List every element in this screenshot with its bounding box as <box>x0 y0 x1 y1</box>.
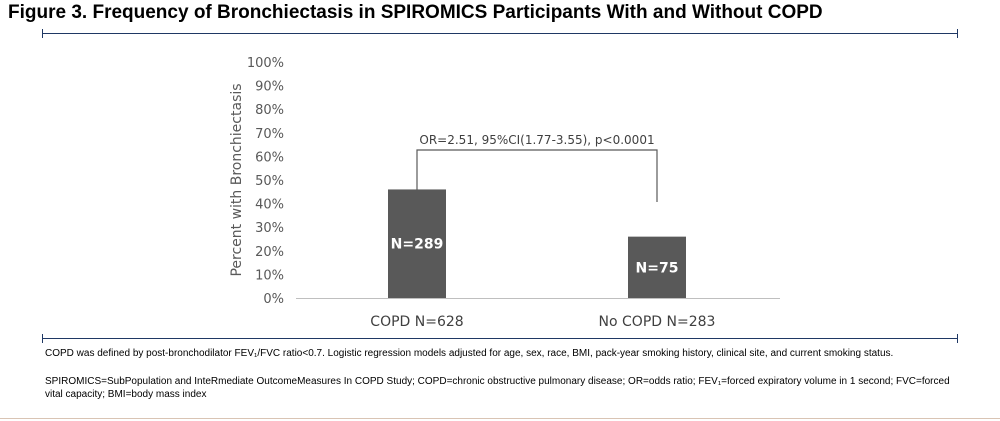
significance-bracket <box>416 149 658 202</box>
y-tick-label: 60% <box>255 150 284 165</box>
y-tick-label: 90% <box>255 80 284 95</box>
bar-label: N=75 <box>636 260 679 276</box>
page-bottom-border <box>0 418 1000 419</box>
category-label: No COPD N=283 <box>599 314 716 330</box>
y-tick-label: 20% <box>255 245 284 260</box>
bar-2 <box>628 236 686 298</box>
y-tick-label: 100% <box>247 56 284 71</box>
y-axis-title: Percent with Bronchiectasis <box>229 83 245 276</box>
footnote-definition: COPD was defined by post-bronchodilator … <box>45 348 894 359</box>
odds-ratio-annotation: OR=2.51, 95%CI(1.77-3.55), p<0.0001 <box>419 133 654 147</box>
top-divider <box>42 29 958 38</box>
bottom-divider <box>42 334 958 343</box>
y-tick-label: 0% <box>263 292 284 307</box>
bar-chart: 0% 10% 20% 30% 40% 50% 60% 70% 80% 90% 100%Percent… <box>229 56 780 330</box>
figure-title: Figure 3. Frequency of Bronchiectasis in… <box>8 2 823 23</box>
category-label: COPD N=628 <box>370 314 463 330</box>
y-tick-label: 30% <box>255 221 284 236</box>
y-tick-label: 10% <box>255 268 284 283</box>
y-tick-label: 50% <box>255 174 284 189</box>
footnote-abbreviations: SPIROMICS=SubPopulation and InteRmediate… <box>45 376 950 400</box>
y-tick-label: 70% <box>255 127 284 142</box>
y-tick-label: 40% <box>255 198 284 213</box>
bar-label: N=289 <box>391 237 444 253</box>
y-tick-label: 80% <box>255 103 284 118</box>
bar-1 <box>388 189 446 298</box>
